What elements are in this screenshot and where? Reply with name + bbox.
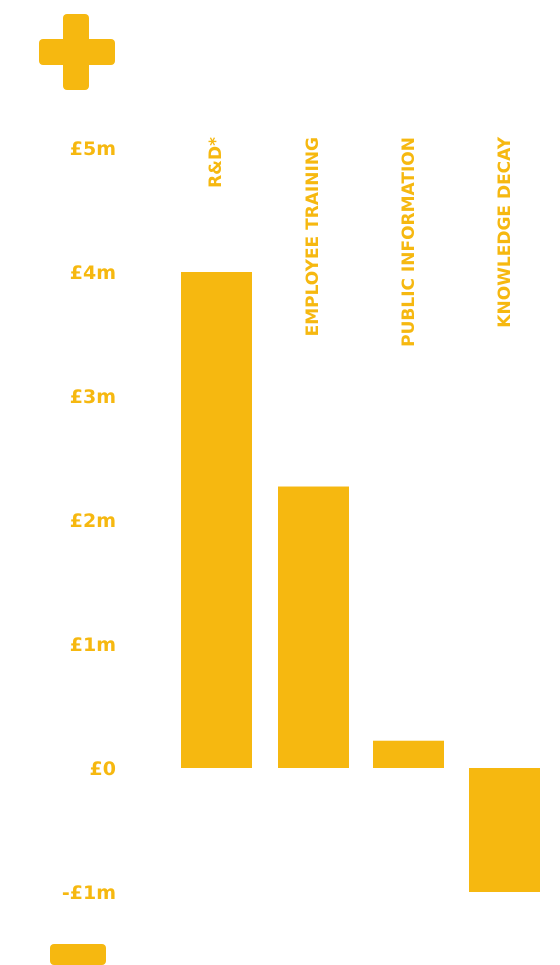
minus-icon [50, 944, 106, 965]
y-tick-label: £0 [90, 758, 116, 780]
category-labels: R&D* EMPLOYEE TRAINING PUBLIC INFORMATION K… [206, 136, 515, 347]
y-tick-label: £4m [70, 262, 116, 284]
category-label: EMPLOYEE TRAINING [303, 137, 323, 336]
bar [373, 740, 444, 768]
y-tick-label: £5m [70, 138, 116, 160]
y-axis-ticks: £5m £4m £3m £2m £1m £0 -£1m [62, 138, 116, 904]
category-label: KNOWLEDGE DECAY [495, 136, 515, 327]
bars [181, 272, 540, 892]
y-tick-label: £2m [70, 510, 116, 532]
bar [278, 486, 349, 768]
y-tick-label: -£1m [62, 882, 116, 904]
category-label: PUBLIC INFORMATION [399, 137, 419, 347]
bar [469, 768, 540, 892]
plus-icon [39, 14, 115, 90]
y-tick-label: £3m [70, 386, 116, 408]
y-tick-label: £1m [70, 634, 116, 656]
category-label: R&D* [206, 137, 226, 188]
bar [181, 272, 252, 768]
